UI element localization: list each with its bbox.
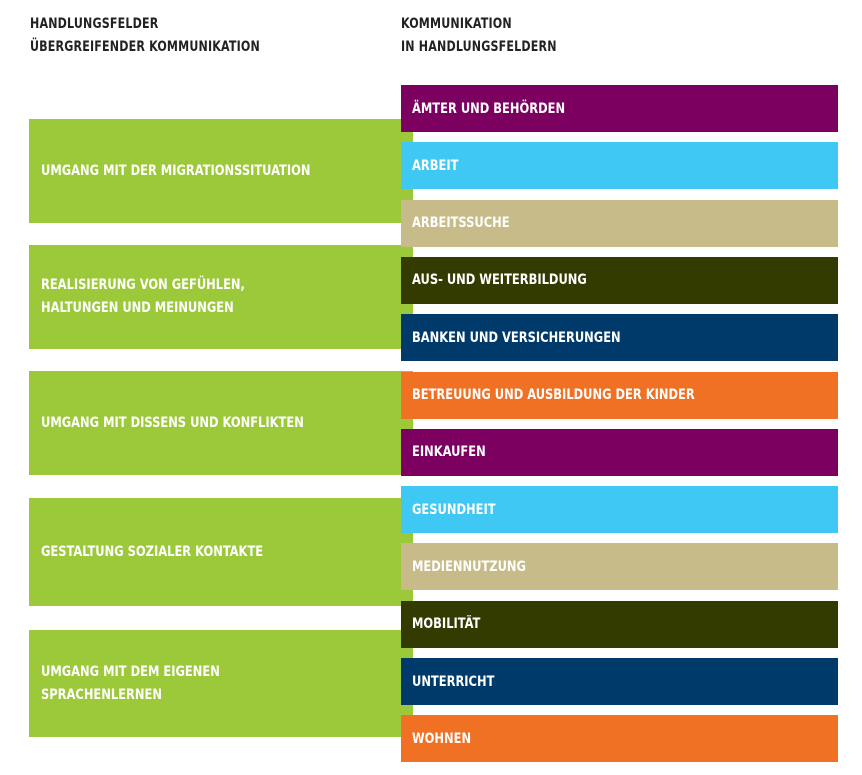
right-field-box: GESUNDHEIT bbox=[401, 486, 838, 534]
left-field-label: GESTALTUNG SOZIALER KONTAKTE bbox=[41, 543, 264, 560]
right-field-box: MEDIENNUTZUNG bbox=[401, 543, 838, 591]
right-field-label: BANKEN UND VERSICHERUNGEN bbox=[412, 329, 621, 346]
left-field-label: UMGANG MIT DISSENS UND KONFLIKTEN bbox=[41, 414, 304, 431]
right-column-header: KOMMUNIKATION IN HANDLUNGSFELDERN bbox=[401, 16, 557, 55]
left-field-box: UMGANG MIT DER MIGRATIONSSITUATION bbox=[29, 119, 413, 223]
left-field-box: UMGANG MIT DISSENS UND KONFLIKTEN bbox=[29, 371, 413, 475]
right-field-label: ÄMTER UND BEHÖRDEN bbox=[412, 100, 566, 117]
right-field-box: BANKEN UND VERSICHERUNGEN bbox=[401, 314, 838, 362]
right-field-label: EINKAUFEN bbox=[412, 444, 486, 461]
right-field-box: AUS- UND WEITERBILDUNG bbox=[401, 256, 838, 304]
right-field-label: GESUNDHEIT bbox=[412, 501, 496, 518]
right-field-box: BETREUUNG UND AUSBILDUNG DER KINDER bbox=[401, 371, 838, 419]
left-column-header: HANDLUNGSFELDER ÜBERGREIFENDER KOMMUNIKA… bbox=[30, 16, 260, 55]
left-field-label: UMGANG MIT DER MIGRATIONSSITUATION bbox=[41, 162, 311, 179]
left-field-label: REALISIERUNG VON GEFÜHLEN, HALTUNGEN UND… bbox=[41, 277, 245, 316]
right-field-box: MOBILITÄT bbox=[401, 600, 838, 648]
right-field-box: ÄMTER UND BEHÖRDEN bbox=[401, 85, 838, 132]
left-field-box: GESTALTUNG SOZIALER KONTAKTE bbox=[29, 498, 413, 606]
right-field-box: UNTERRICHT bbox=[401, 658, 838, 705]
right-field-label: UNTERRICHT bbox=[412, 673, 495, 690]
right-field-label: WOHNEN bbox=[412, 730, 472, 747]
left-field-box: REALISIERUNG VON GEFÜHLEN, HALTUNGEN UND… bbox=[29, 245, 413, 349]
right-field-label: BETREUUNG UND AUSBILDUNG DER KINDER bbox=[412, 387, 695, 403]
left-field-box: UMGANG MIT DEM EIGENEN SPRACHENLERNEN bbox=[29, 630, 413, 737]
right-field-label: ARBEITSSUCHE bbox=[412, 215, 510, 232]
right-field-label: AUS- UND WEITERBILDUNG bbox=[412, 272, 587, 289]
right-field-box: WOHNEN bbox=[401, 715, 838, 763]
right-field-box: EINKAUFEN bbox=[401, 428, 838, 476]
right-field-label: MEDIENNUTZUNG bbox=[412, 558, 526, 575]
right-field-box: ARBEIT bbox=[401, 142, 838, 190]
right-field-label: ARBEIT bbox=[412, 157, 459, 174]
right-field-label: MOBILITÄT bbox=[412, 616, 481, 633]
right-field-box: ARBEITSSUCHE bbox=[401, 199, 838, 247]
left-field-label: UMGANG MIT DEM EIGENEN SPRACHENLERNEN bbox=[41, 663, 220, 703]
